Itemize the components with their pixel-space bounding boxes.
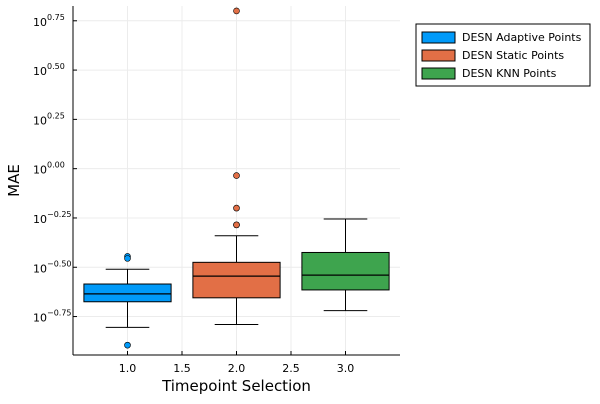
legend-item: DESN Static Points	[421, 49, 564, 62]
box-body	[83, 283, 172, 303]
y-tick-label-exponent: 0.25	[47, 111, 65, 120]
legend-label: DESN KNN Points	[462, 67, 557, 80]
x-tick-label: 2.5	[282, 362, 300, 375]
outlier-point	[124, 341, 131, 349]
y-tick-label: 10	[33, 262, 47, 275]
outlier-point	[233, 204, 240, 212]
x-tick-label: 1.5	[173, 362, 191, 375]
y-tick-label-exponent: −0.25	[47, 210, 72, 219]
y-tick-label: 10	[33, 164, 47, 177]
outlier-point	[233, 7, 240, 15]
outlier-point	[233, 172, 240, 179]
legend-item: DESN KNN Points	[421, 67, 557, 80]
box-series	[83, 7, 390, 349]
box-body	[301, 251, 390, 291]
legend-swatch	[421, 49, 456, 62]
y-tick-label-exponent: −0.75	[47, 309, 72, 318]
box-desn-adaptive-points	[83, 253, 172, 349]
y-tick-label-exponent: 0.75	[47, 13, 65, 22]
y-tick-label-exponent: 0.50	[47, 62, 65, 71]
legend-label: DESN Adaptive Points	[462, 31, 582, 44]
box-body	[192, 261, 281, 299]
y-tick-label: 10	[33, 312, 47, 325]
y-tick-label: 10	[33, 213, 47, 226]
x-axis-label: Timepoint Selection	[161, 377, 311, 395]
y-tick-label-exponent: −0.50	[47, 259, 72, 268]
legend: DESN Adaptive Points DESN Static Points DE…	[415, 23, 591, 87]
legend-swatch	[421, 31, 456, 44]
legend-item: DESN Adaptive Points	[421, 31, 582, 44]
y-tick-label: 10	[33, 114, 47, 127]
y-tick-label-exponent: 0.00	[47, 161, 65, 170]
box-desn-knn-points	[301, 218, 390, 312]
legend-swatch	[421, 67, 456, 80]
y-tick-label: 10	[33, 16, 47, 29]
x-tick-label: 1.0	[119, 362, 137, 375]
legend-label: DESN Static Points	[462, 49, 564, 62]
y-axis-label: MAE	[5, 164, 23, 197]
box-desn-static-points	[192, 7, 281, 325]
x-tick-label: 3.0	[337, 362, 355, 375]
y-tick-label: 10	[33, 65, 47, 78]
outlier-point	[124, 255, 131, 262]
outlier-point	[233, 221, 240, 229]
x-tick-label: 2.0	[228, 362, 246, 375]
